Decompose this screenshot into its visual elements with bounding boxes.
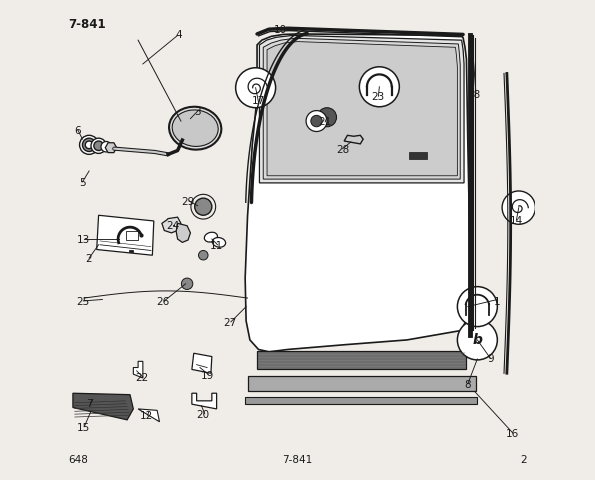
Text: 7-841: 7-841 [68, 18, 106, 31]
Polygon shape [192, 393, 217, 409]
Text: 8: 8 [465, 380, 471, 390]
Text: 7: 7 [86, 399, 92, 409]
Text: 17: 17 [252, 96, 265, 106]
Polygon shape [259, 36, 464, 183]
Text: b: b [472, 333, 483, 347]
Text: 5: 5 [79, 178, 86, 188]
Circle shape [94, 141, 104, 151]
Ellipse shape [204, 232, 217, 242]
Text: 26: 26 [156, 297, 170, 307]
Polygon shape [192, 353, 212, 373]
Text: 10: 10 [274, 24, 287, 35]
Circle shape [85, 141, 93, 149]
Ellipse shape [169, 107, 221, 150]
Polygon shape [97, 215, 154, 255]
Ellipse shape [172, 110, 218, 146]
Text: 2: 2 [520, 455, 527, 465]
Circle shape [195, 198, 212, 215]
Text: 9: 9 [487, 354, 493, 364]
Text: 2: 2 [85, 254, 92, 264]
Text: 19: 19 [201, 371, 214, 381]
Text: 7-841: 7-841 [283, 455, 312, 465]
Text: 12: 12 [140, 411, 153, 421]
Text: 29: 29 [181, 197, 195, 207]
Circle shape [236, 68, 275, 108]
Polygon shape [176, 223, 190, 242]
Bar [126, 231, 138, 240]
Text: 21: 21 [318, 117, 332, 127]
Text: 648: 648 [68, 455, 88, 465]
Polygon shape [138, 409, 159, 422]
Circle shape [318, 108, 337, 127]
Text: 3: 3 [194, 107, 201, 117]
Text: 27: 27 [223, 318, 237, 328]
Circle shape [306, 110, 327, 132]
Circle shape [91, 138, 107, 154]
Polygon shape [73, 393, 133, 420]
Polygon shape [105, 143, 117, 153]
Text: 25: 25 [76, 297, 89, 307]
Bar [248, 376, 476, 391]
Polygon shape [263, 38, 461, 179]
Polygon shape [245, 34, 469, 352]
Circle shape [458, 287, 497, 326]
Polygon shape [267, 42, 458, 176]
Circle shape [181, 278, 193, 289]
Circle shape [359, 67, 399, 107]
Text: 6: 6 [74, 126, 81, 135]
Text: 22: 22 [135, 373, 148, 383]
Polygon shape [162, 217, 181, 233]
Text: 11: 11 [210, 240, 223, 251]
Circle shape [83, 138, 96, 152]
Circle shape [458, 320, 497, 360]
Polygon shape [133, 361, 143, 378]
Circle shape [502, 191, 536, 224]
Circle shape [311, 115, 322, 127]
Bar [257, 351, 466, 370]
Text: 28: 28 [336, 144, 349, 155]
Text: 24: 24 [166, 221, 180, 231]
Text: 18: 18 [468, 90, 481, 100]
Text: 15: 15 [77, 423, 90, 433]
Circle shape [80, 135, 99, 155]
Circle shape [101, 142, 111, 152]
Bar [409, 152, 427, 159]
Bar [245, 397, 477, 404]
Text: 1: 1 [494, 297, 500, 307]
Text: 13: 13 [77, 235, 90, 245]
Text: 23: 23 [371, 92, 384, 102]
Circle shape [199, 251, 208, 260]
Text: 20: 20 [197, 410, 210, 420]
Text: 16: 16 [506, 429, 519, 439]
Ellipse shape [212, 238, 226, 247]
Text: 4: 4 [176, 30, 182, 40]
Text: 14: 14 [510, 216, 523, 226]
